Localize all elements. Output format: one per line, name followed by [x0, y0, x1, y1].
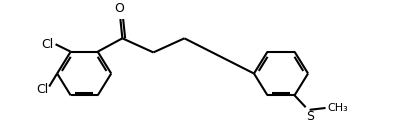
Text: Cl: Cl [36, 83, 48, 96]
Text: CH₃: CH₃ [327, 103, 348, 113]
Text: Cl: Cl [41, 38, 53, 51]
Text: O: O [114, 2, 124, 15]
Text: S: S [306, 110, 314, 123]
